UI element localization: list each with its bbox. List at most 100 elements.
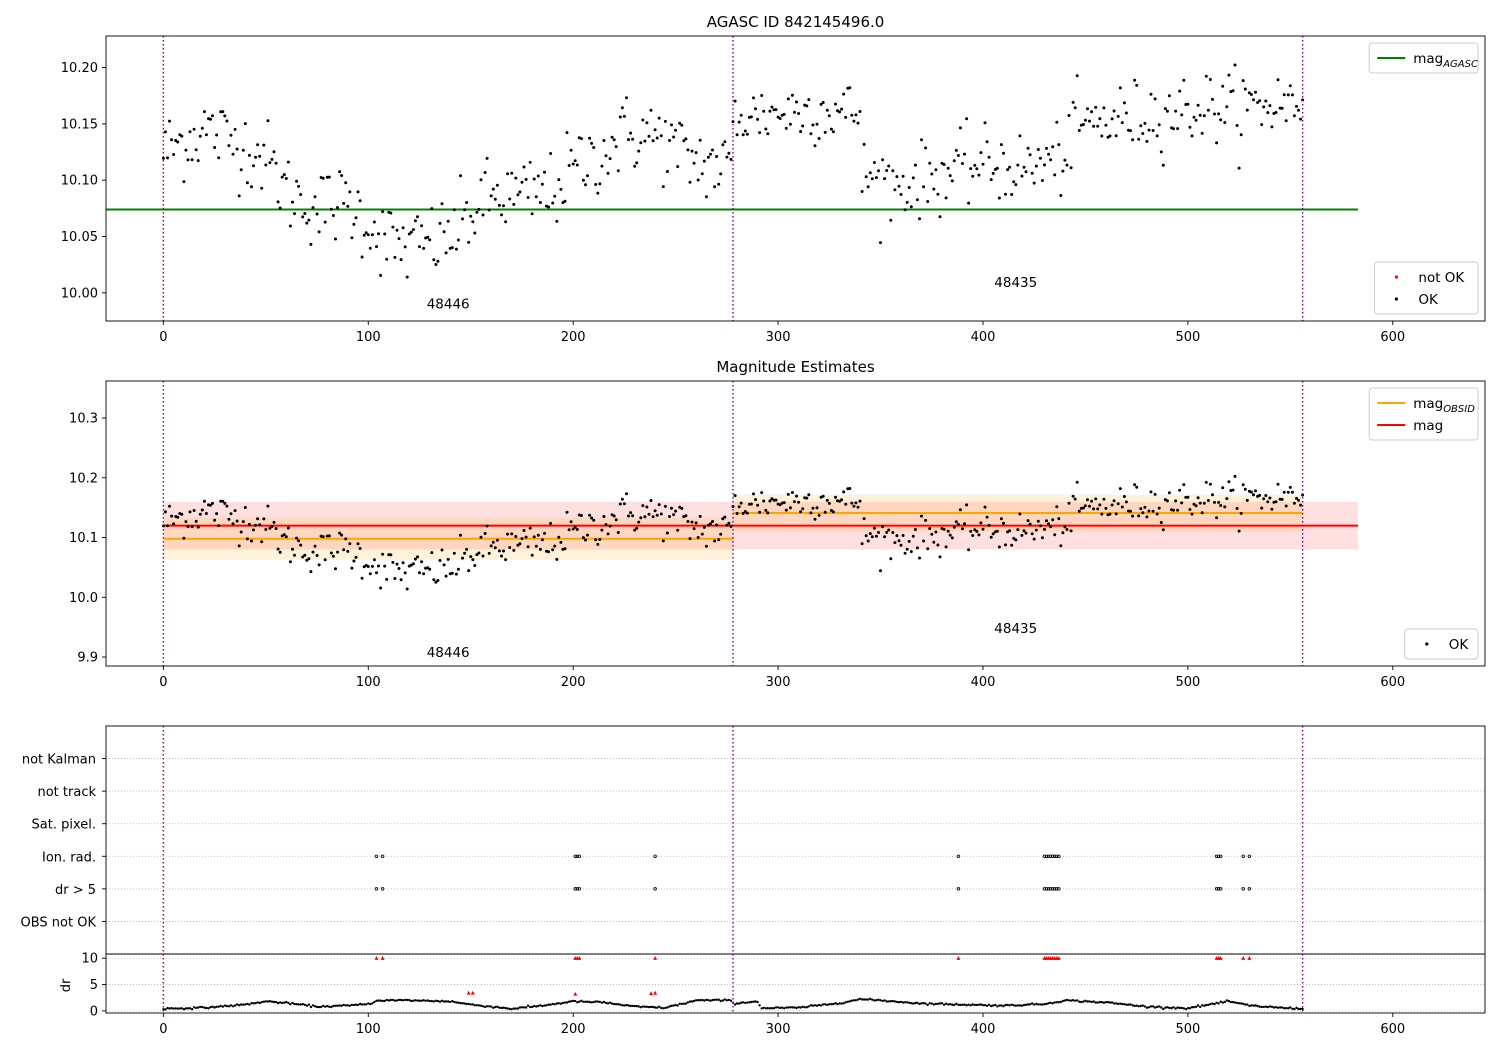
dr-point [1143, 1005, 1147, 1008]
dr-point [637, 1005, 640, 1008]
flag-category-label: Ion. rad. [42, 850, 96, 865]
data-point [647, 512, 651, 516]
data-point [1204, 480, 1208, 484]
data-point [321, 176, 325, 180]
dr-point [1125, 1003, 1128, 1006]
data-point [329, 207, 333, 211]
data-point [204, 133, 208, 137]
dr-point [561, 1001, 565, 1005]
dr-point [416, 999, 419, 1002]
dr-point [873, 999, 876, 1002]
data-point [204, 512, 208, 515]
data-point [534, 195, 538, 199]
data-point [977, 533, 981, 537]
data-point [1147, 509, 1151, 513]
dr-point [758, 1004, 761, 1007]
data-point [1206, 108, 1210, 112]
dr-point [1201, 1004, 1204, 1007]
data-point [981, 527, 985, 531]
dr-point [207, 1007, 210, 1010]
data-point [493, 546, 497, 550]
legend-frame [1368, 387, 1479, 441]
data-point [1172, 508, 1175, 512]
data-point [956, 522, 960, 526]
data-point [1286, 490, 1290, 494]
dr-point [270, 1000, 274, 1003]
data-point [672, 135, 676, 139]
data-point [557, 535, 561, 539]
dr-point [412, 999, 415, 1002]
flag-category-label: OBS not OK [21, 915, 97, 930]
dr-flag-marker [956, 956, 961, 960]
data-point [741, 511, 745, 515]
flag-point [1218, 887, 1223, 891]
data-point [717, 538, 721, 542]
data-point [879, 569, 882, 573]
data-point [969, 167, 973, 171]
data-point [1028, 522, 1032, 526]
data-point [395, 228, 399, 232]
ok-points [161, 63, 1305, 279]
data-point [1172, 127, 1175, 131]
dr-point [994, 1003, 997, 1007]
flag-point [374, 887, 379, 891]
data-point [956, 154, 960, 157]
data-point [514, 535, 518, 538]
data-point [920, 514, 923, 518]
dr-point [717, 998, 720, 1001]
data-point [854, 113, 858, 117]
flag-point [1241, 854, 1245, 858]
dr-point [838, 1002, 841, 1005]
data-point [801, 507, 805, 511]
dr-point [172, 1007, 175, 1010]
dr-point [479, 1004, 483, 1007]
data-point [1268, 496, 1272, 500]
dr-point [1094, 1001, 1097, 1004]
data-point [1188, 125, 1192, 129]
data-point [604, 523, 608, 527]
data-point [1219, 118, 1223, 122]
data-point [795, 100, 798, 104]
dr-point [817, 1003, 821, 1007]
dr-point [832, 1002, 835, 1006]
data-point [1157, 506, 1161, 510]
dr-point [885, 1000, 888, 1003]
data-point [866, 539, 870, 543]
data-point [1235, 124, 1239, 127]
dr-point [184, 1007, 188, 1010]
dr-point [791, 1006, 794, 1009]
data-point [620, 106, 624, 110]
data-point [168, 504, 171, 508]
dr-point [1248, 1004, 1251, 1008]
dr-point [1270, 1005, 1274, 1008]
data-point [401, 226, 405, 230]
data-point [307, 218, 311, 222]
data-point [1288, 485, 1292, 489]
dr-point [912, 1002, 915, 1005]
data-point [1088, 504, 1091, 508]
data-point [1077, 509, 1081, 513]
data-point [245, 181, 249, 185]
dr-point [1047, 1002, 1050, 1005]
legend-dot-swatch [1425, 642, 1429, 646]
data-point [350, 566, 354, 570]
data-point [262, 517, 266, 521]
data-point [360, 576, 364, 580]
data-point [1211, 493, 1214, 497]
data-point [512, 548, 516, 552]
data-point [495, 538, 499, 542]
data-point [1155, 134, 1159, 138]
dr-point [815, 1004, 819, 1007]
data-point [807, 98, 811, 102]
data-point [399, 258, 403, 262]
data-point [534, 544, 538, 548]
data-point [440, 202, 444, 206]
data-point [485, 524, 489, 528]
data-point [540, 182, 544, 186]
data-point [616, 169, 620, 173]
data-point [247, 153, 251, 157]
data-point [807, 493, 811, 497]
dr-point [567, 1000, 571, 1003]
dr-point [324, 1005, 327, 1008]
